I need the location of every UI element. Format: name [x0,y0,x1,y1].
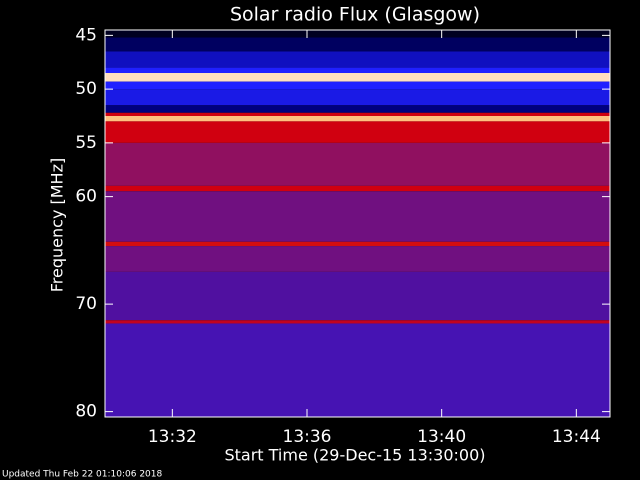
band [105,320,610,324]
y-tick-label: 55 [75,133,97,153]
chart-title: Solar radio Flux (Glasgow) [230,4,480,26]
y-axis-label: Frequency [MHz] [48,158,67,292]
y-tick-label: 80 [75,402,97,422]
x-tick-label: 13:36 [283,427,332,447]
band [105,37,610,52]
band [105,246,610,272]
band [105,142,610,186]
band [105,241,610,247]
band [105,116,610,122]
x-tick-label: 13:40 [417,427,466,447]
band [105,112,610,116]
y-tick-label: 60 [75,187,97,207]
band [105,73,610,82]
band [105,323,610,417]
band [105,185,610,192]
band [105,51,610,68]
band [105,191,610,242]
band [105,30,610,38]
band [105,89,610,106]
y-tick-label: 45 [75,25,97,45]
x-tick-label: 13:44 [552,427,601,447]
band [105,105,610,113]
band [105,121,610,143]
y-tick-label: 50 [75,79,97,99]
x-axis-label: Start Time (29-Dec-15 13:30:00) [224,446,485,465]
plot-frame [104,29,611,418]
band [105,271,610,321]
footer: Updated Thu Feb 22 01:10:06 2018 [2,470,163,480]
x-tick-label: 13:32 [148,427,197,447]
y-tick-label: 70 [75,294,97,314]
band [105,67,610,73]
band [105,81,610,90]
